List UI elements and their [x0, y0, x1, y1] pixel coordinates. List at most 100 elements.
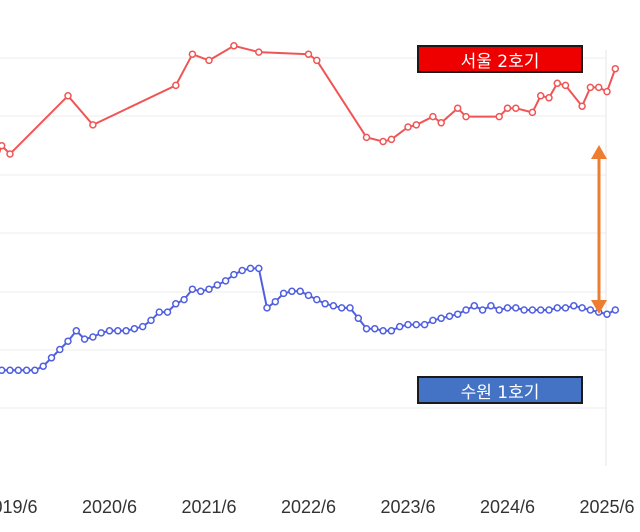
data-point — [437, 119, 445, 127]
data-point — [304, 50, 313, 58]
data-point — [371, 324, 379, 333]
data-point — [64, 337, 72, 345]
data-point — [429, 112, 437, 121]
data-point — [528, 306, 537, 314]
data-point — [163, 308, 172, 316]
data-point — [362, 324, 371, 333]
data-point — [512, 104, 520, 112]
data-point — [437, 314, 445, 323]
data-point — [230, 270, 238, 279]
data-point — [536, 92, 545, 100]
data-point — [553, 304, 562, 312]
data-point — [412, 320, 421, 329]
data-point — [487, 302, 495, 310]
data-point — [147, 316, 155, 325]
data-point — [462, 112, 470, 121]
data-point — [578, 304, 586, 312]
data-point — [611, 306, 620, 314]
data-point — [503, 104, 512, 112]
data-point — [387, 135, 396, 144]
data-point — [246, 264, 255, 273]
data-point — [279, 289, 288, 298]
data-point — [172, 81, 180, 90]
data-point — [205, 285, 213, 293]
data-point — [379, 137, 387, 146]
data-point — [255, 264, 263, 273]
data-point — [545, 94, 553, 102]
data-point — [56, 345, 64, 354]
data-point — [603, 87, 611, 96]
data-point — [429, 316, 437, 325]
data-point — [22, 366, 31, 375]
data-point — [80, 335, 89, 343]
data-point — [536, 306, 545, 314]
data-point — [478, 306, 487, 314]
data-point — [453, 104, 462, 112]
gap-arrow-head-bottom — [591, 300, 607, 314]
data-point — [47, 354, 56, 362]
data-point — [586, 83, 595, 92]
data-point — [213, 281, 222, 289]
legend-label-suwon: 수원 1호기 — [417, 376, 583, 404]
data-point — [188, 50, 197, 58]
data-point — [412, 121, 421, 129]
series-suwon — [0, 264, 620, 375]
data-point — [288, 287, 296, 296]
x-tick-label: 2019/6 — [0, 497, 38, 517]
data-point — [31, 366, 39, 375]
data-point — [6, 366, 14, 375]
data-point — [0, 366, 6, 375]
data-point — [404, 320, 412, 329]
data-point — [180, 295, 188, 304]
data-point — [263, 304, 271, 312]
data-point — [313, 295, 321, 304]
x-axis-tick-labels: 2019/6 2020/6 2021/6 2022/6 2023/6 2024/6 2025… — [0, 497, 635, 517]
data-point — [420, 320, 429, 329]
data-point — [561, 304, 570, 312]
data-point — [337, 304, 346, 312]
data-point — [404, 123, 412, 131]
data-point — [570, 302, 578, 310]
data-point — [445, 312, 454, 320]
data-point — [172, 300, 180, 308]
data-point — [586, 306, 595, 314]
x-tick-label: 2022/6 — [281, 497, 336, 517]
data-point — [0, 141, 6, 150]
data-point — [205, 56, 213, 65]
data-point — [495, 306, 503, 314]
data-point — [395, 322, 404, 331]
data-point — [122, 327, 130, 335]
data-point — [528, 108, 537, 117]
data-point — [196, 287, 205, 296]
data-point — [354, 314, 363, 323]
data-point — [453, 310, 462, 318]
data-point — [387, 327, 396, 335]
x-tick-label: 2024/6 — [480, 497, 535, 517]
data-point — [221, 277, 230, 285]
data-point — [255, 48, 263, 56]
series-layer — [0, 42, 620, 375]
data-point — [603, 310, 611, 318]
data-point — [561, 81, 570, 90]
data-point — [470, 302, 479, 310]
data-point — [313, 56, 321, 65]
data-point — [304, 291, 313, 300]
data-point — [6, 150, 14, 158]
data-point — [578, 102, 586, 110]
data-point — [89, 121, 97, 129]
data-point — [495, 112, 503, 121]
data-point — [296, 287, 304, 296]
data-point — [188, 285, 197, 293]
gap-arrow-head-top — [591, 145, 607, 159]
data-point — [362, 133, 371, 142]
data-point — [553, 79, 562, 88]
x-tick-label: 2025/6 — [579, 497, 634, 517]
data-point — [346, 304, 354, 312]
data-point — [155, 308, 164, 316]
x-tick-label: 2020/6 — [82, 497, 137, 517]
x-tick-label: 2023/6 — [380, 497, 435, 517]
data-point — [89, 333, 97, 341]
legend-label-seoul: 서울 2호기 — [417, 45, 583, 73]
